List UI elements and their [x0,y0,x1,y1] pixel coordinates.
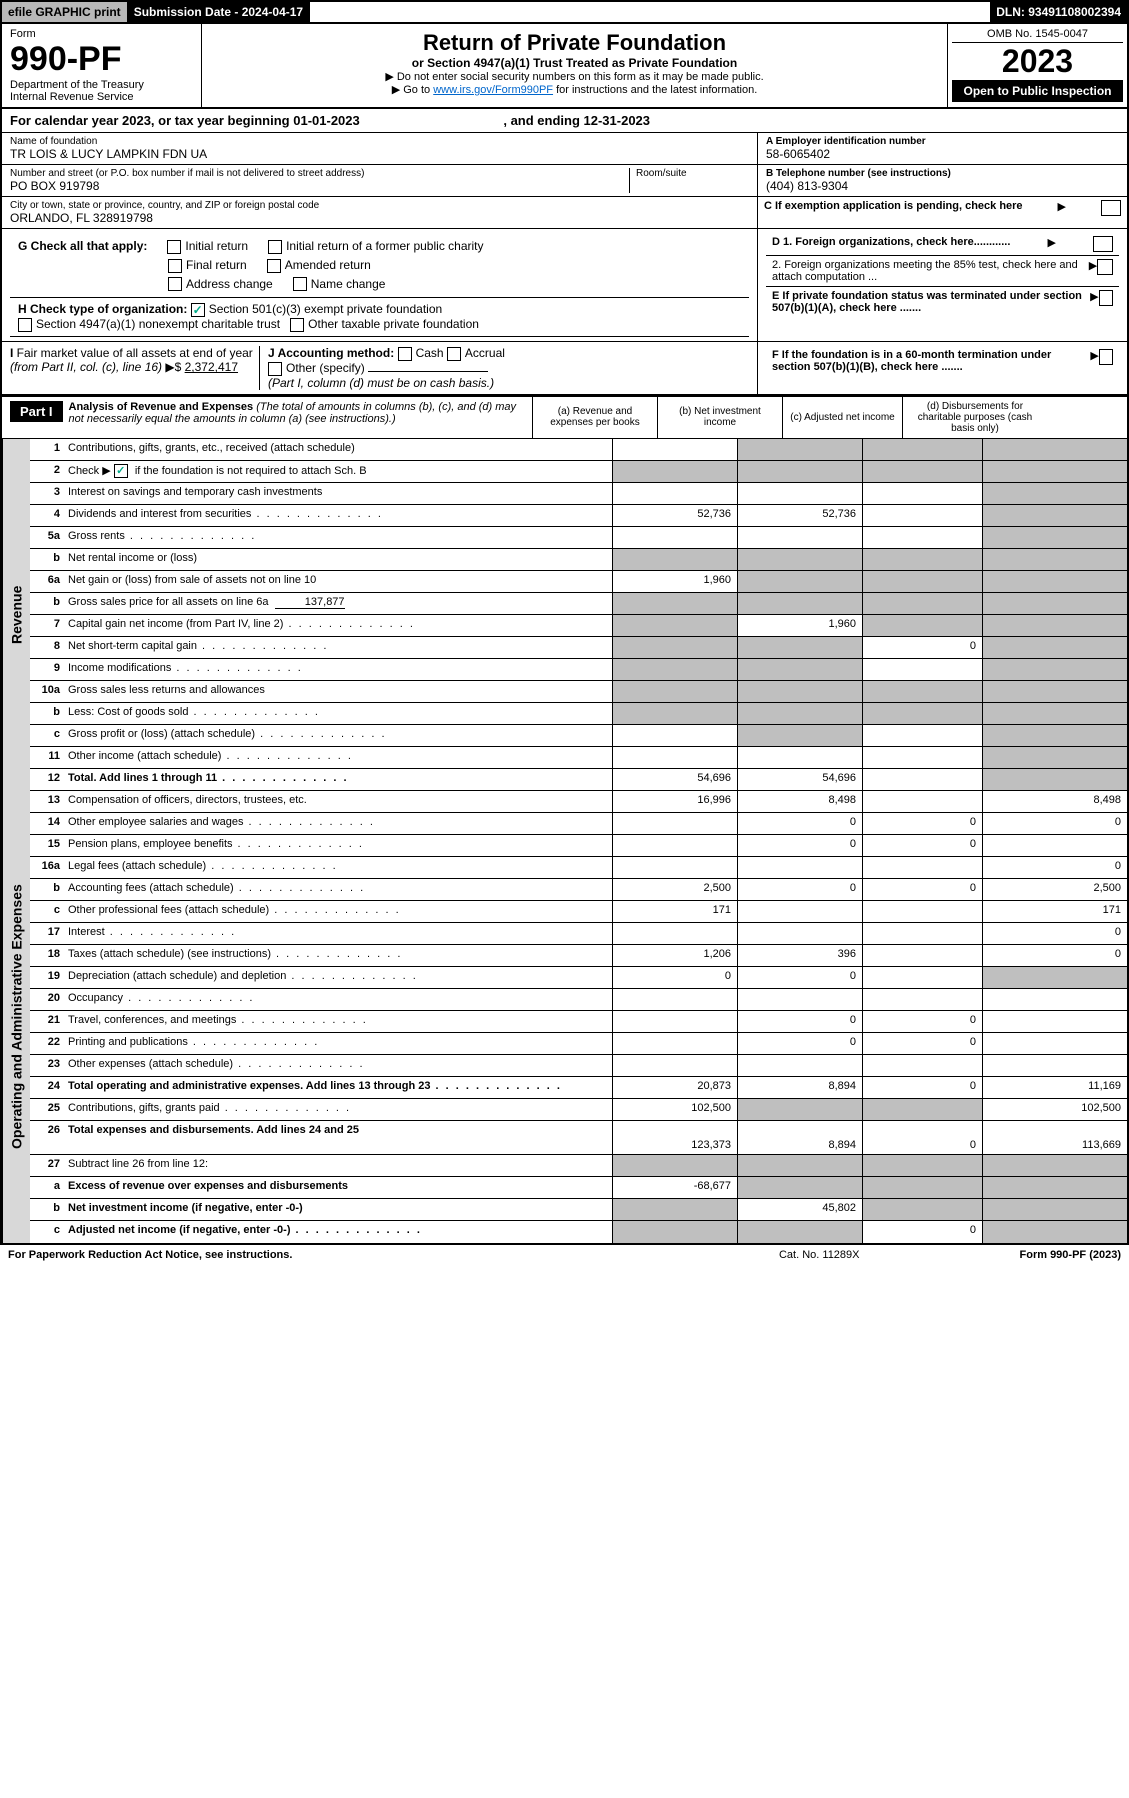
tax-year: 2023 [952,43,1123,80]
col-a-header: (a) Revenue and expenses per books [532,397,657,438]
h-501c3-checkbox[interactable] [191,303,205,317]
col-c-header: (c) Adjusted net income [782,397,902,438]
j-label: J Accounting method: [268,346,394,360]
note-link: ▶ Go to www.irs.gov/Form990PF for instru… [208,83,941,96]
j-cash-checkbox[interactable] [398,347,412,361]
col-d-header: (d) Disbursements for charitable purpose… [902,397,1047,438]
col-b-header: (b) Net investment income [657,397,782,438]
line2-checkbox[interactable] [114,464,128,478]
revenue-side-label: Revenue [2,439,30,791]
f-checkbox[interactable] [1099,349,1113,365]
form-ref: Form 990-PF (2023) [1020,1249,1122,1261]
expenses-side-label: Operating and Administrative Expenses [2,791,30,1243]
form-number: 990-PF [10,40,193,79]
calendar-year-row: For calendar year 2023, or tax year begi… [2,109,1127,133]
g-final-checkbox[interactable] [168,259,182,273]
foundation-name: TR LOIS & LUCY LAMPKIN FDN UA [10,147,749,161]
h-label: H Check type of organization: [18,302,187,316]
form-subtitle: or Section 4947(a)(1) Trust Treated as P… [208,56,941,70]
phone-label: B Telephone number (see instructions) [766,168,1119,179]
dln: DLN: 93491108002394 [990,2,1127,22]
h-4947-checkbox[interactable] [18,318,32,332]
ein-label: A Employer identification number [766,136,1119,147]
efile-label: efile GRAPHIC print [2,2,128,22]
top-bar: efile GRAPHIC print Submission Date - 20… [2,2,1127,24]
ein-value: 58-6065402 [766,147,1119,161]
j-other-checkbox[interactable] [268,362,282,376]
checks-section: G Check all that apply: Initial return I… [2,229,1127,342]
g-label: G Check all that apply: [18,239,147,253]
phone-value: (404) 813-9304 [766,179,1119,193]
g-amended-checkbox[interactable] [267,259,281,273]
open-public: Open to Public Inspection [952,80,1123,102]
submission-date: Submission Date - 2024-04-17 [128,2,310,22]
g-address-checkbox[interactable] [168,277,182,291]
c-checkbox[interactable] [1101,200,1121,216]
g-initial-checkbox[interactable] [167,240,181,254]
footer: For Paperwork Reduction Act Notice, see … [0,1245,1129,1265]
g-name-checkbox[interactable] [293,277,307,291]
d2-checkbox[interactable] [1097,259,1113,275]
j-note: (Part I, column (d) must be on cash basi… [268,376,494,390]
form-link[interactable]: www.irs.gov/Form990PF [433,84,553,96]
street-address: PO BOX 919798 [10,179,629,193]
part1-badge: Part I [10,401,63,422]
e-checkbox[interactable] [1099,290,1113,306]
revenue-grid: Revenue 1Contributions, gifts, grants, e… [2,439,1127,791]
note-ssn: ▶ Do not enter social security numbers o… [208,70,941,83]
name-label: Name of foundation [10,136,749,147]
form-title: Return of Private Foundation [208,30,941,56]
expenses-grid: Operating and Administrative Expenses 13… [2,791,1127,1243]
j-accrual-checkbox[interactable] [447,347,461,361]
d1-checkbox[interactable] [1093,236,1113,252]
g-initial-former-checkbox[interactable] [268,240,282,254]
irs-label: Internal Revenue Service [10,91,193,103]
c-label: C If exemption application is pending, c… [764,200,1023,212]
cat-no: Cat. No. 11289X [779,1249,860,1261]
form-header: Form 990-PF Department of the Treasury I… [2,24,1127,109]
dept-label: Department of the Treasury [10,79,193,91]
entity-info: Name of foundation TR LOIS & LUCY LAMPKI… [2,133,1127,229]
part1-header: Part I Analysis of Revenue and Expenses … [2,395,1127,439]
omb-number: OMB No. 1545-0047 [952,28,1123,43]
h-other-checkbox[interactable] [290,318,304,332]
addr-label: Number and street (or P.O. box number if… [10,168,629,179]
paperwork-notice: For Paperwork Reduction Act Notice, see … [8,1249,292,1261]
city-label: City or town, state or province, country… [10,200,749,211]
line6b-value: 137,877 [275,596,345,609]
city-state-zip: ORLANDO, FL 328919798 [10,211,749,225]
form-label: Form [10,28,193,40]
part1-title: Analysis of Revenue and Expenses [69,401,254,413]
ij-row: I Fair market value of all assets at end… [2,342,1127,395]
room-label: Room/suite [636,168,749,179]
i-value: 2,372,417 [185,360,238,374]
